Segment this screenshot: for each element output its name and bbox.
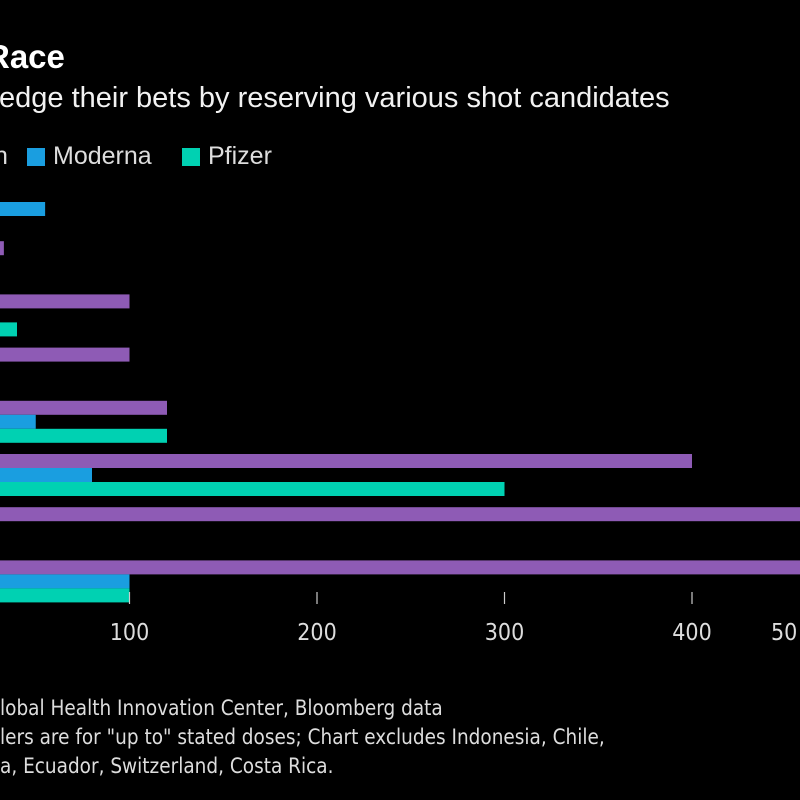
bar-series-1-group-6 — [0, 454, 692, 468]
bar-series-2-group-6 — [0, 468, 92, 482]
bar-series-3-group-6 — [0, 482, 505, 496]
legend-swatch — [182, 147, 200, 166]
x-tick-label: 100 — [110, 620, 150, 646]
bar-series-2-group-5 — [0, 414, 36, 429]
legend-label: Moderna — [53, 142, 152, 170]
x-tick-label: 200 — [297, 620, 337, 646]
bar-series-2-group-8 — [0, 574, 130, 589]
bar-series-2-group-1 — [0, 202, 46, 216]
legend-item-pfizer: Pfizer — [182, 142, 272, 171]
bar-series-3-group-5 — [0, 428, 167, 443]
note-line-1: lers are for "up to" stated doses; Chart… — [0, 725, 605, 749]
bar-series-1-group-5 — [0, 400, 167, 415]
chart-title: Race — [0, 38, 65, 75]
bar-series-1-group-3 — [0, 294, 130, 309]
legend-label: n — [0, 142, 8, 170]
x-tick-label: 400 — [672, 620, 712, 646]
source-text: lobal Health Innovation Center, Bloomber… — [0, 696, 443, 720]
x-tick-label: 300 — [485, 620, 525, 646]
legend-label: Pfizer — [208, 142, 272, 170]
bar-series-1-group-7 — [0, 507, 800, 522]
bar-series-1-group-2 — [0, 241, 4, 256]
legend-item-series-1: n — [0, 142, 8, 171]
bar-series-1-group-8 — [0, 560, 800, 575]
chart-subtitle: edge their bets by reserving various sho… — [0, 82, 670, 114]
bar-series-3-group-8 — [0, 588, 130, 603]
bar-series-1-group-4 — [0, 347, 130, 362]
legend-swatch — [27, 147, 45, 166]
note-line-2: a, Ecuador, Switzerland, Costa Rica. — [0, 754, 334, 778]
bar-series-3-group-3 — [0, 322, 17, 337]
x-tick-label: 50 — [771, 620, 797, 646]
legend-item-moderna: Moderna — [27, 142, 152, 171]
